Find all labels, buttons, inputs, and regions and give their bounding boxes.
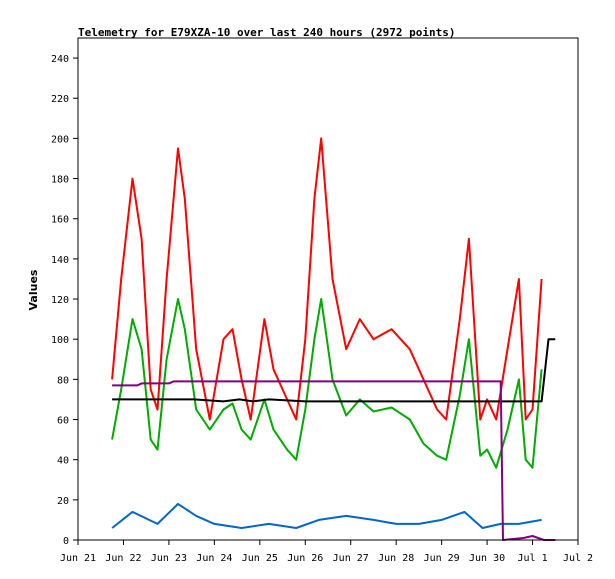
y-tick-label: 220 [51, 94, 69, 105]
y-tick-label: 40 [57, 456, 69, 467]
x-axis: Jun 21 Jun 22 Jun 23 Jun 24 Jun 25 Jun 26 Jun … [60, 540, 593, 564]
y-tick-label: 240 [51, 54, 69, 65]
y-axis: 0 20 40 60 80 100 120 140 160 180 200 220 240 [51, 54, 78, 547]
series-line-0 [111, 137, 543, 421]
plot-frame [77, 37, 579, 541]
x-tick-label: Jul 2 [563, 553, 593, 564]
series-line-4 [112, 380, 556, 541]
y-tick-label: 100 [51, 335, 69, 346]
y-tick-label: 60 [57, 416, 69, 427]
y-tick-label: 160 [51, 215, 69, 226]
series-line-2 [111, 502, 542, 529]
chart-title: Telemetry for E79XZA-10 over last 240 ho… [78, 26, 456, 39]
x-tick-label: Jun 22 [105, 553, 141, 564]
y-axis-label: Values [27, 269, 40, 310]
series-layer [111, 137, 556, 541]
x-tick-label: Jun 27 [333, 553, 369, 564]
y-tick-label: 140 [51, 255, 69, 266]
x-tick-label: Jun 30 [469, 553, 505, 564]
y-tick-label: 80 [57, 375, 69, 386]
x-tick-label: Jun 26 [287, 553, 323, 564]
x-tick-label: Jun 25 [242, 553, 278, 564]
series-line-1 [111, 298, 543, 469]
series-line-3 [112, 338, 556, 403]
x-tick-label: Jun 21 [60, 553, 96, 564]
y-tick-label: 180 [51, 175, 69, 186]
y-tick-label: 0 [63, 536, 69, 547]
y-tick-label: 20 [57, 496, 69, 507]
x-tick-label: Jun 29 [424, 553, 460, 564]
y-tick-label: 200 [51, 134, 69, 145]
x-tick-label: Jun 28 [378, 553, 414, 564]
x-tick-label: Jun 23 [151, 553, 187, 564]
x-tick-label: Jul 1 [517, 553, 547, 564]
y-tick-label: 120 [51, 295, 69, 306]
x-tick-label: Jun 24 [196, 553, 232, 564]
